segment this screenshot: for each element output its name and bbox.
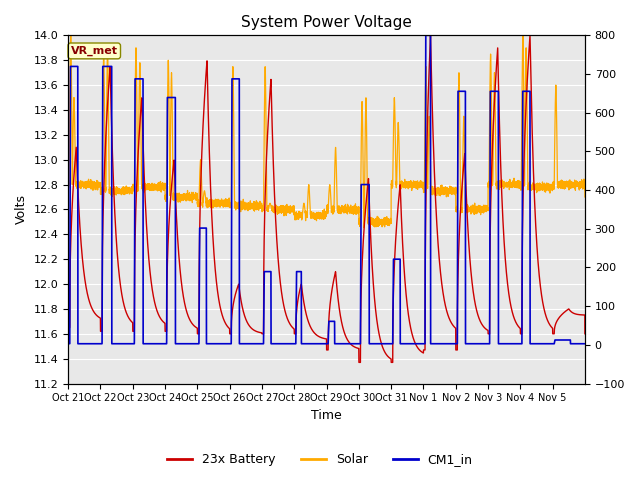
Solar (90, 181, 98, 187)
23x Battery (355, 360, 363, 365)
Solar (67, 33, 75, 38)
Solar (370, 219, 378, 225)
CM1_in (90, 341, 98, 347)
Solar (447, 189, 455, 194)
23x Battery (475, 315, 483, 321)
Solar (252, 202, 259, 208)
CM1_in (422, 33, 429, 38)
23x Battery (526, 33, 534, 38)
X-axis label: Time: Time (311, 409, 342, 422)
23x Battery (370, 289, 378, 295)
Solar (475, 207, 483, 213)
Solar (360, 225, 368, 230)
CM1_in (475, 341, 483, 347)
CM1_in (392, 256, 400, 262)
Solar (393, 182, 401, 188)
23x Battery (447, 320, 455, 325)
Line: CM1_in: CM1_in (68, 36, 585, 344)
23x Battery (64, 324, 72, 330)
Line: Solar: Solar (68, 36, 585, 228)
Solar (581, 194, 589, 200)
Solar (64, 179, 72, 184)
Y-axis label: Volts: Volts (15, 194, 28, 225)
CM1_in (252, 341, 259, 347)
CM1_in (581, 341, 589, 347)
CM1_in (370, 341, 378, 347)
Legend: 23x Battery, Solar, CM1_in: 23x Battery, Solar, CM1_in (163, 448, 477, 471)
Title: System Power Voltage: System Power Voltage (241, 15, 412, 30)
Line: 23x Battery: 23x Battery (68, 36, 585, 362)
CM1_in (64, 341, 72, 347)
CM1_in (447, 341, 455, 347)
23x Battery (252, 328, 259, 334)
23x Battery (581, 331, 589, 336)
23x Battery (393, 224, 401, 229)
Text: VR_met: VR_met (71, 46, 118, 56)
23x Battery (90, 310, 98, 315)
